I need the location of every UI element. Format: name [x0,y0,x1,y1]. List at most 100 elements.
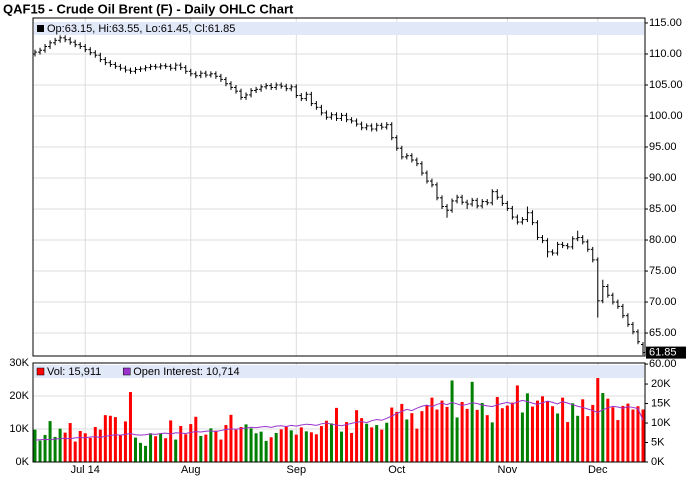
volume-bar [128,392,132,462]
volume-bar [259,431,263,462]
y2-tick-label: 5K [651,436,665,448]
volume-bar [405,419,409,462]
volume-bar [149,433,153,462]
volume-bar [43,434,47,462]
volume-bar [209,428,213,462]
volume-bar [385,422,389,462]
volume-bar [480,402,484,462]
volume-bar [596,377,600,462]
y-tick-label: 75.00 [649,265,677,277]
x-tick-label: Jul 14 [71,464,100,476]
volume-bar [525,393,529,462]
volume-bar [284,426,288,462]
volume-bar [254,433,258,462]
volume-panel-border [32,362,646,463]
x-tick-label: Oct [388,464,405,476]
y-tick-label: 80.00 [649,234,677,246]
last-price-box [646,346,686,359]
y2-tick-label: 0K [651,456,665,468]
volume-bar [234,429,238,462]
volume-bar [591,404,595,462]
volume-bar [611,407,615,462]
volume-bar [571,403,575,462]
volume-bar [365,423,369,462]
y2-tick-label: 20K [651,378,671,390]
legend-band [34,22,644,35]
volume-bar [606,398,610,462]
volume-bar [465,408,469,462]
x-tick-label: Nov [498,464,518,476]
y-tick-label: 90.00 [649,172,677,184]
volume-bar [324,420,328,462]
volume-bar [48,421,52,462]
x-tick-label: Aug [181,464,201,476]
y-tick-label: 105.00 [649,79,683,91]
volume-bar [380,429,384,462]
volume-bar [395,411,399,462]
volume-bar [586,416,590,462]
y-tick-label: 10K [9,423,29,435]
volume-bar [475,409,479,462]
volume-bar [144,445,148,462]
volume-bar [314,434,318,462]
legend-swatch [122,367,131,376]
y2-tick-label: 10K [651,417,671,429]
volume-bar [601,393,605,462]
volume-bar [535,400,539,462]
volume-bar [515,385,519,462]
volume-bar [576,415,580,462]
volume-bar [530,406,534,462]
volume-bar [616,420,620,462]
y-tick-label: 85.00 [649,203,677,215]
volume-bar [68,423,72,462]
last-price-label: 61.85 [649,346,677,358]
volume-bar [345,422,349,462]
volume-bar [244,424,248,462]
volume-bar [319,426,323,462]
volume-bar [304,431,308,462]
legend-swatch [36,367,45,376]
volume-bar [641,409,645,462]
volume-bar [445,406,449,462]
y-tick-label: 30K [9,357,29,369]
volume-bar [103,415,107,462]
volume-bar [566,422,570,462]
volume-bar [455,417,459,462]
volume-bar [279,429,283,462]
volume-bar [470,381,474,462]
volume-bar [636,406,640,462]
y-tick-label: 115.00 [649,17,682,29]
volume-bar [239,427,243,462]
volume-bar [249,428,253,462]
y-tick-label: 20K [9,390,29,402]
y2-tick-label: 15K [651,397,671,409]
volume-bar [485,415,489,462]
y-tick-label: 70.00 [649,296,677,308]
volume-bar [425,405,429,462]
volume-bar [184,434,188,462]
volume-bar [360,418,364,462]
volume-bar [179,426,183,462]
legend-label: Open Interest: 10,714 [133,366,239,378]
legend-label: Vol: 15,911 [47,366,101,378]
volume-bar [309,432,313,462]
volume-bar [410,413,414,462]
volume-bar [450,380,454,462]
volume-bar [139,442,143,462]
chart-title: QAF15 - Crude Oil Brent (F) - Daily OHLC… [3,1,294,16]
volume-bar [264,440,268,462]
volume-bar [490,422,494,462]
volume-bar [370,427,374,462]
volume-bar [355,410,359,462]
price-panel [33,18,645,356]
volume-bar [440,400,444,462]
volume-bar [123,421,127,462]
volume-bar [274,432,278,462]
volume-bar [510,402,514,462]
volume-bar [93,427,97,462]
volume-bar [561,397,565,462]
volume-bar [269,437,273,462]
y-tick-label: 60.00 [649,358,677,370]
volume-bar [631,409,635,462]
volume-bar [294,434,298,462]
